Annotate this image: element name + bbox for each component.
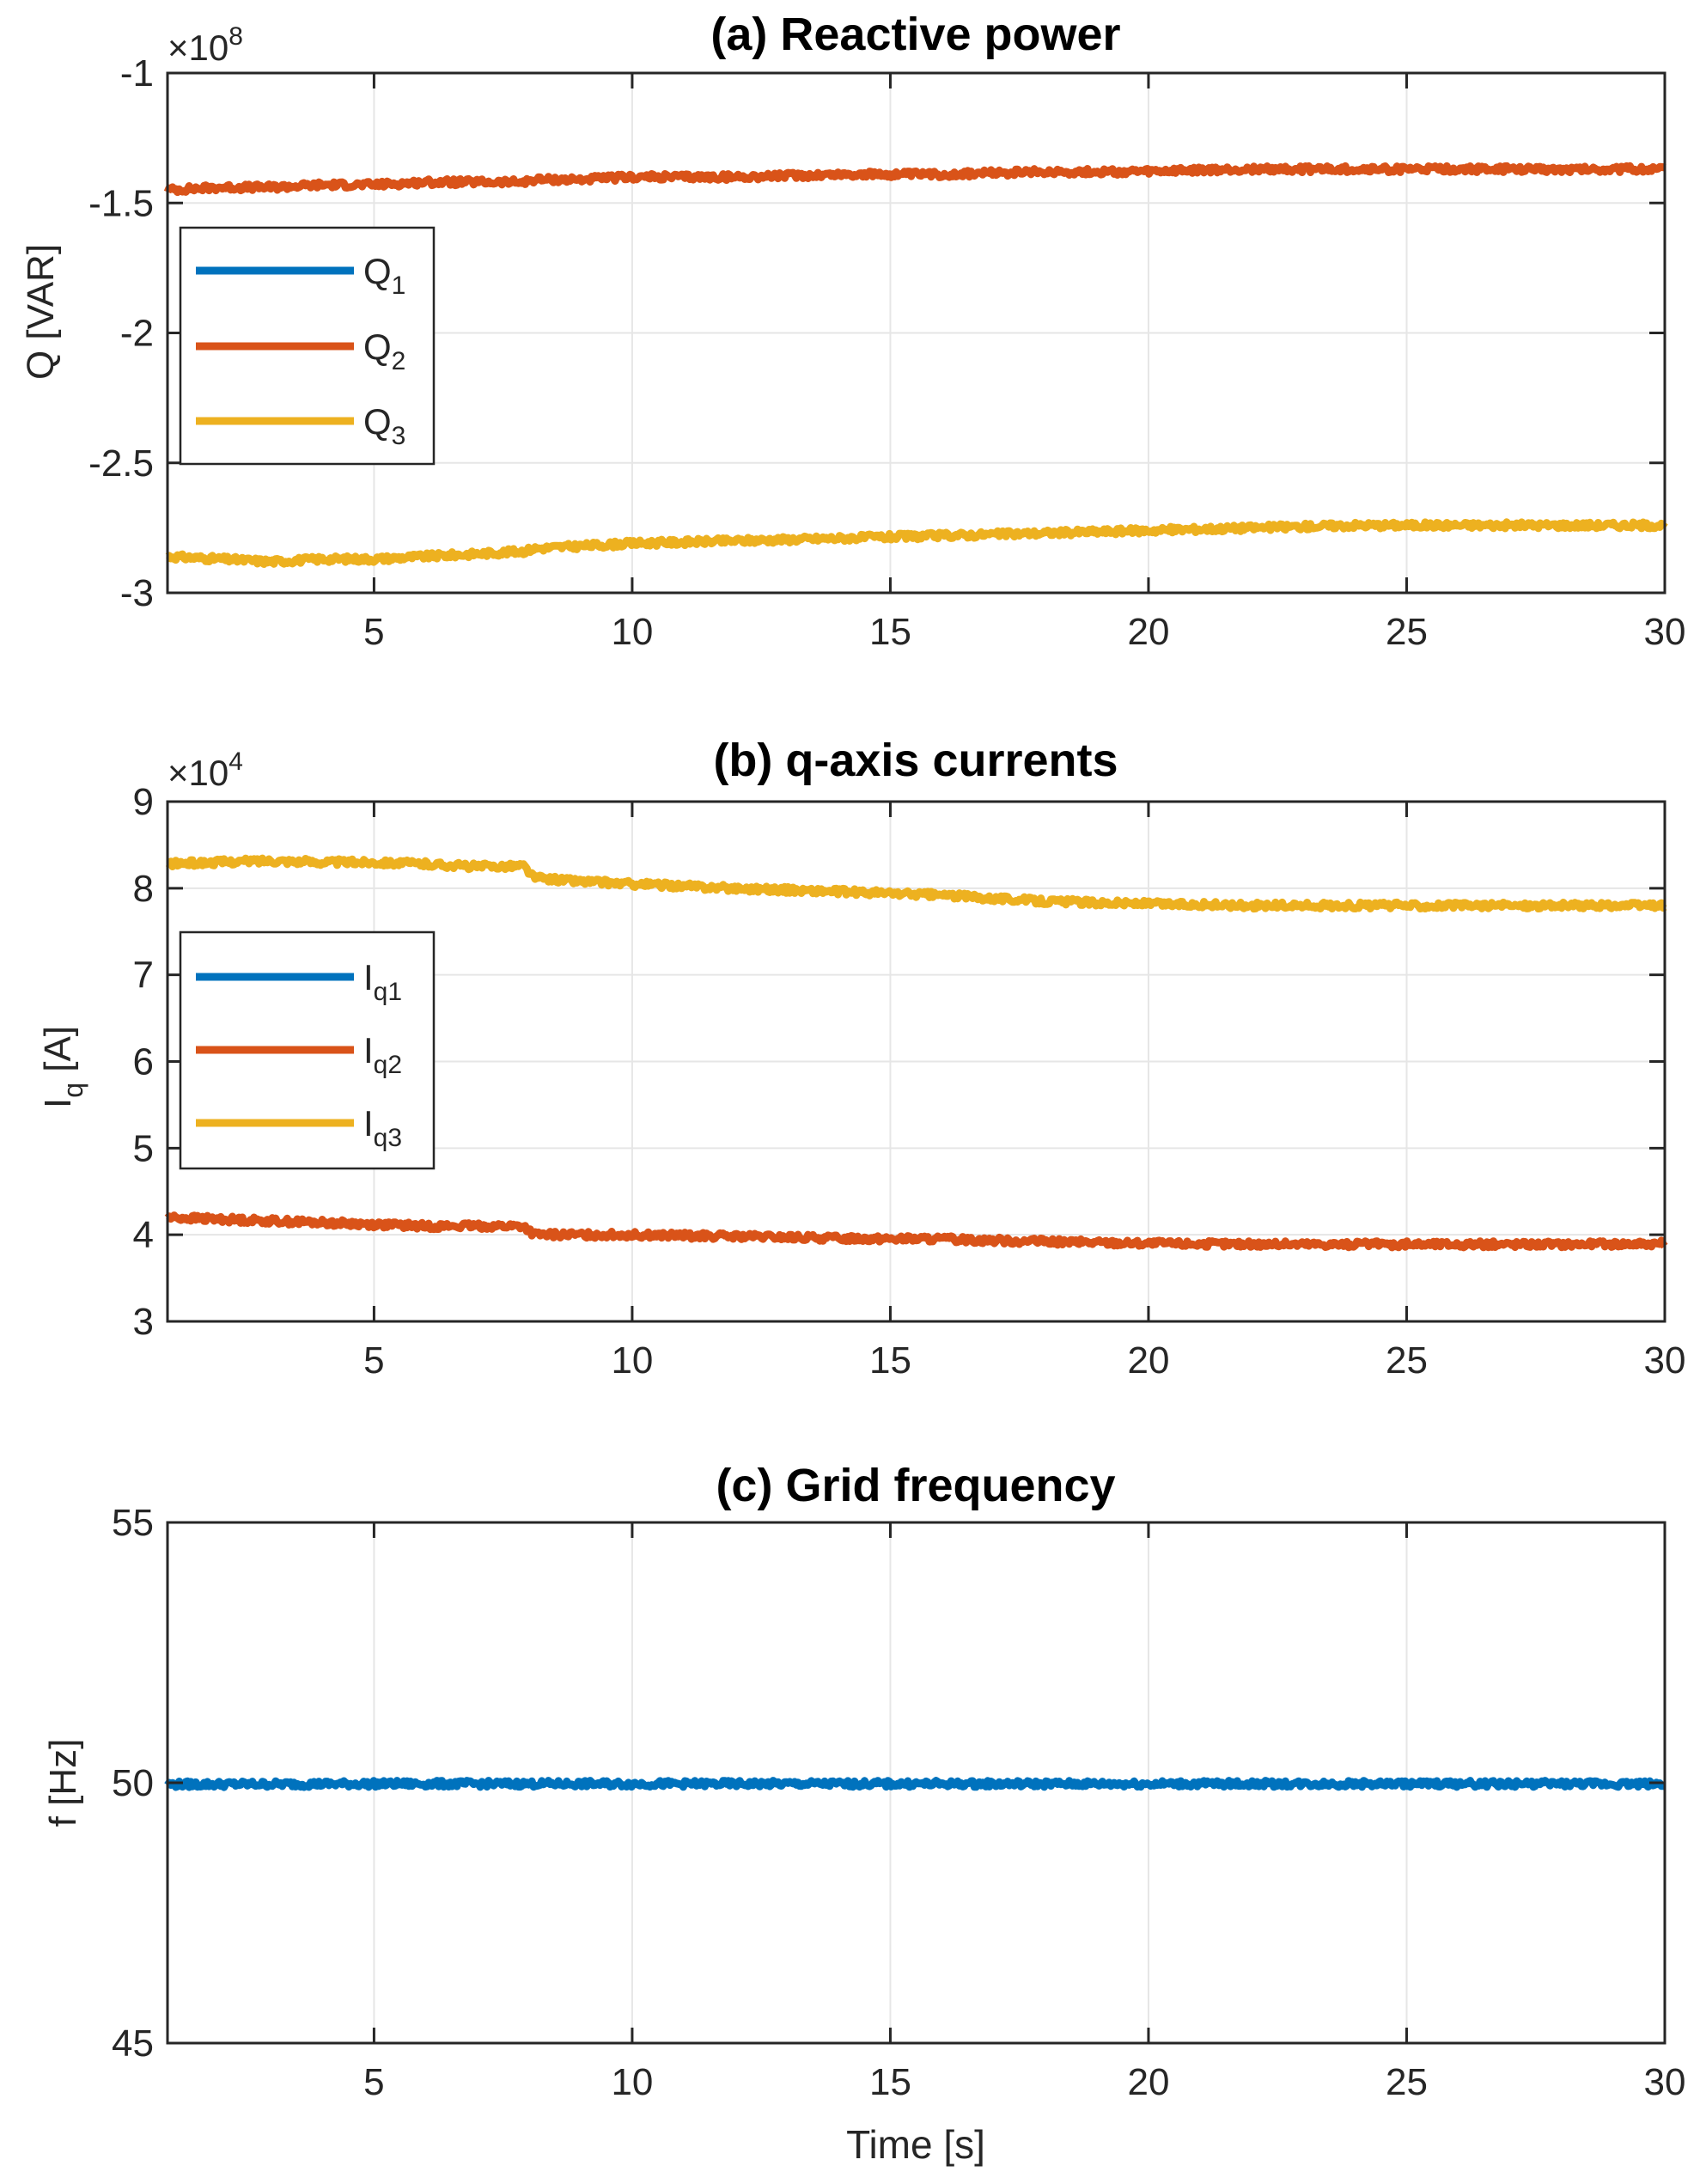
ytick-label: -3 <box>120 572 154 614</box>
panel-b-multiplier-exp: 4 <box>228 747 243 776</box>
xtick-label: 15 <box>869 611 911 653</box>
xtick-label: 20 <box>1127 611 1169 653</box>
panel-c-ticks: 5 10 15 20 25 30 45 50 55 <box>112 1502 1685 2103</box>
legend-label-iq3: Iq3 <box>363 1103 402 1152</box>
ytick-label: -2.5 <box>88 442 154 485</box>
series-line-b-q3 <box>165 854 1667 913</box>
xtick-label: 15 <box>869 2061 911 2103</box>
series-line-b-q2 <box>164 1211 1668 1252</box>
ytick-label: -1 <box>120 52 154 95</box>
ytick-label: 9 <box>133 781 154 823</box>
legend-label-q1: Q1 <box>363 251 405 300</box>
panel-b-ylabel: Iq [A] <box>37 1026 88 1108</box>
legend-label-q3: Q3 <box>363 401 405 450</box>
series-line-c-f <box>164 1777 1667 1791</box>
xtick-label: 10 <box>611 1339 653 1382</box>
panel-c-title: (c) Grid frequency <box>716 1460 1115 1511</box>
panel-b: (b) q-axis currents ×104 Iq [A] 5 10 15 20 2… <box>37 735 1685 1382</box>
xtick-label: 15 <box>869 1339 911 1382</box>
panel-a-multiplier: ×108 <box>168 22 243 68</box>
panel-a-ylabel: Q [VAR] <box>20 244 62 380</box>
xtick-label: 25 <box>1386 1339 1428 1382</box>
ytick-label: 8 <box>133 868 154 910</box>
xtick-label: 30 <box>1644 1339 1686 1382</box>
series-line-a-2 <box>163 162 1667 197</box>
legend-label-iq2: Iq2 <box>363 1030 402 1079</box>
series-line-a-3 <box>165 518 1668 568</box>
panel-b-ticks: 5 10 15 20 25 30 3 4 5 6 7 8 9 <box>133 781 1686 1382</box>
ytick-label: 6 <box>133 1041 154 1083</box>
xtick-label: 10 <box>611 2061 653 2103</box>
ytick-label: 45 <box>112 2022 154 2065</box>
ytick-label: 3 <box>133 1301 154 1343</box>
panel-c-xlabel: Time [s] <box>846 2122 985 2167</box>
panel-b-legend: Iq1 Iq2 Iq3 <box>179 930 436 1170</box>
panel-a-title: (a) Reactive power <box>710 9 1120 60</box>
xtick-label: 25 <box>1386 2061 1428 2103</box>
legend-label-q2: Q2 <box>363 326 405 375</box>
panel-b-title: (b) q-axis currents <box>713 735 1118 786</box>
panel-a-ticks: 5 10 15 20 25 30 -3 -2.5 -2 -1.5 -1 <box>88 52 1685 653</box>
panel-a-series <box>163 162 1668 568</box>
panel-a-legend: Q1 Q2 Q3 <box>179 226 436 466</box>
panel-c: (c) Grid frequency f [Hz] Time [s] 5 10 15… <box>42 1460 1685 2167</box>
xtick-label: 20 <box>1127 1339 1169 1382</box>
panel-a: (a) Reactive power ×108 Q [VAR] 5 10 15 20 2… <box>20 9 1685 653</box>
ytick-label: -2 <box>120 313 154 355</box>
panel-c-ylabel: f [Hz] <box>42 1739 84 1827</box>
xtick-label: 20 <box>1127 2061 1169 2103</box>
xtick-label: 30 <box>1644 2061 1686 2103</box>
panel-b-series <box>164 854 1668 1252</box>
ytick-label: 50 <box>112 1762 154 1804</box>
ytick-label: 5 <box>133 1127 154 1169</box>
xtick-label: 5 <box>363 1339 384 1382</box>
ytick-label: 7 <box>133 955 154 997</box>
legend-label-iq1: Iq1 <box>363 957 402 1006</box>
panel-a-multiplier-exp: 8 <box>228 22 243 51</box>
xtick-label: 5 <box>363 611 384 653</box>
xtick-label: 30 <box>1644 611 1686 653</box>
xtick-label: 5 <box>363 2061 384 2103</box>
xtick-label: 25 <box>1386 611 1428 653</box>
xtick-label: 10 <box>611 611 653 653</box>
ytick-label: 4 <box>133 1214 154 1256</box>
ytick-label: -1.5 <box>88 182 154 224</box>
panel-b-multiplier: ×104 <box>168 747 243 793</box>
panel-c-series <box>164 1777 1667 1791</box>
ytick-label: 55 <box>112 1502 154 1544</box>
